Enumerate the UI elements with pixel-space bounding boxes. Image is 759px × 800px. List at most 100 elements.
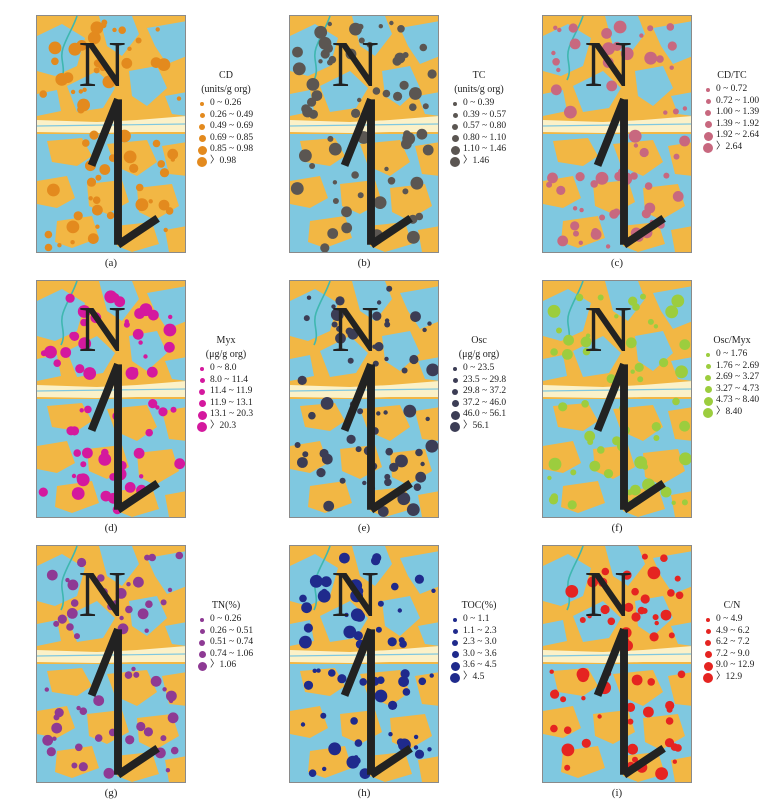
sample-point	[553, 25, 558, 30]
sample-point	[135, 183, 144, 192]
legend-class-label: 〉4.5	[463, 671, 485, 682]
legend-dot-icon	[450, 421, 460, 432]
sample-point	[666, 706, 673, 713]
sample-point	[351, 171, 359, 179]
sample-point	[614, 314, 619, 319]
sample-point	[74, 633, 80, 640]
sample-point	[345, 327, 354, 336]
water-body	[147, 551, 185, 594]
sample-point	[641, 209, 651, 219]
sample-point	[92, 196, 101, 204]
sample-point	[347, 357, 354, 364]
water-body	[400, 286, 438, 329]
water-body	[37, 554, 85, 606]
sample-point	[44, 230, 53, 239]
legend-dot-icon	[452, 628, 458, 634]
sample-point	[65, 293, 75, 303]
sample-point	[375, 626, 382, 633]
sample-point	[606, 80, 618, 92]
sample-point	[639, 33, 644, 38]
water-body	[290, 289, 338, 341]
north-arrow-icon: N	[549, 20, 666, 249]
sample-point	[602, 42, 615, 55]
sample-point	[297, 375, 307, 385]
legend-title: Myx	[216, 335, 236, 346]
legend-item: 〉56.1	[449, 421, 509, 433]
panel-caption: (e)	[357, 522, 371, 534]
sample-point	[71, 762, 78, 769]
sample-point	[606, 30, 611, 36]
legend-dot-icon	[451, 651, 459, 659]
legend-item: 〉1.46	[449, 156, 509, 168]
legend-class-label: 〉20.3	[210, 420, 237, 431]
land-area	[418, 226, 438, 252]
sample-point	[377, 506, 389, 517]
sample-point	[106, 211, 115, 220]
sample-point	[569, 38, 581, 50]
sample-point	[121, 57, 133, 69]
sample-point	[316, 668, 321, 673]
sample-point	[125, 735, 135, 745]
svg-text:N: N	[331, 28, 379, 101]
legend-class-label: 13.1 ~ 20.3	[210, 409, 254, 420]
sample-point	[87, 233, 99, 245]
sample-point	[353, 755, 359, 760]
sample-point	[309, 163, 316, 169]
legend-class-label: 0.72 ~ 1.00	[716, 95, 759, 106]
legend-title: CD/TC	[717, 70, 747, 81]
sample-point	[112, 27, 117, 33]
north-arrow-icon: N	[296, 550, 413, 779]
sample-point	[603, 469, 614, 479]
sample-point	[163, 227, 168, 233]
sample-point	[314, 25, 328, 39]
sample-point	[557, 27, 562, 33]
legend-class-label: 9.0 ~ 12.9	[716, 660, 755, 671]
sample-point	[413, 745, 419, 750]
water-body	[352, 281, 392, 321]
sample-point	[399, 640, 407, 648]
sample-point	[576, 667, 590, 681]
sample-point	[303, 623, 313, 633]
land-area	[390, 184, 432, 220]
sample-point	[82, 447, 93, 459]
legend-dot-icon	[703, 661, 713, 671]
sample-point	[666, 23, 675, 31]
sample-point	[673, 153, 680, 160]
map-panel-b: N TC (units/g org) 0 ~ 0.39 0.39 ~ 0.57 0.57 …	[253, 0, 509, 269]
sample-point	[66, 426, 76, 436]
sample-point	[634, 362, 644, 372]
sample-point	[44, 687, 49, 692]
sample-point	[155, 27, 160, 32]
legend-unit: (μg/g org)	[458, 349, 500, 360]
sample-point	[70, 599, 79, 607]
water-body	[165, 622, 185, 646]
sample-point	[100, 588, 108, 596]
sample-point	[133, 671, 140, 678]
sample-point	[362, 480, 367, 486]
legend-class-label: 0.85 ~ 0.98	[210, 144, 254, 155]
legend-dot-icon	[197, 661, 207, 671]
panel-caption: (b)	[357, 257, 371, 269]
sample-point	[547, 304, 561, 318]
land-area	[47, 668, 92, 696]
sample-point	[320, 712, 327, 719]
sample-point	[78, 337, 92, 350]
sample-point	[387, 177, 396, 185]
legend-dot-icon	[451, 400, 459, 408]
sample-point	[76, 473, 90, 487]
legend-item: 4.73 ~ 8.40	[702, 395, 759, 407]
sample-point	[82, 87, 87, 93]
legend-dot-icon	[199, 639, 205, 646]
sample-point	[382, 89, 391, 98]
sample-point	[290, 182, 304, 195]
legend-dot-icon	[703, 142, 713, 153]
sample-point	[396, 738, 405, 746]
sample-point	[57, 614, 67, 624]
sample-point	[669, 65, 674, 70]
legend-item: 〉1.06	[196, 660, 256, 672]
sample-point	[372, 344, 377, 349]
legend-dot-icon	[452, 123, 458, 130]
legend-item: 1.10 ~ 1.46	[449, 144, 509, 156]
sample-point	[558, 402, 568, 412]
sample-point	[66, 220, 80, 234]
